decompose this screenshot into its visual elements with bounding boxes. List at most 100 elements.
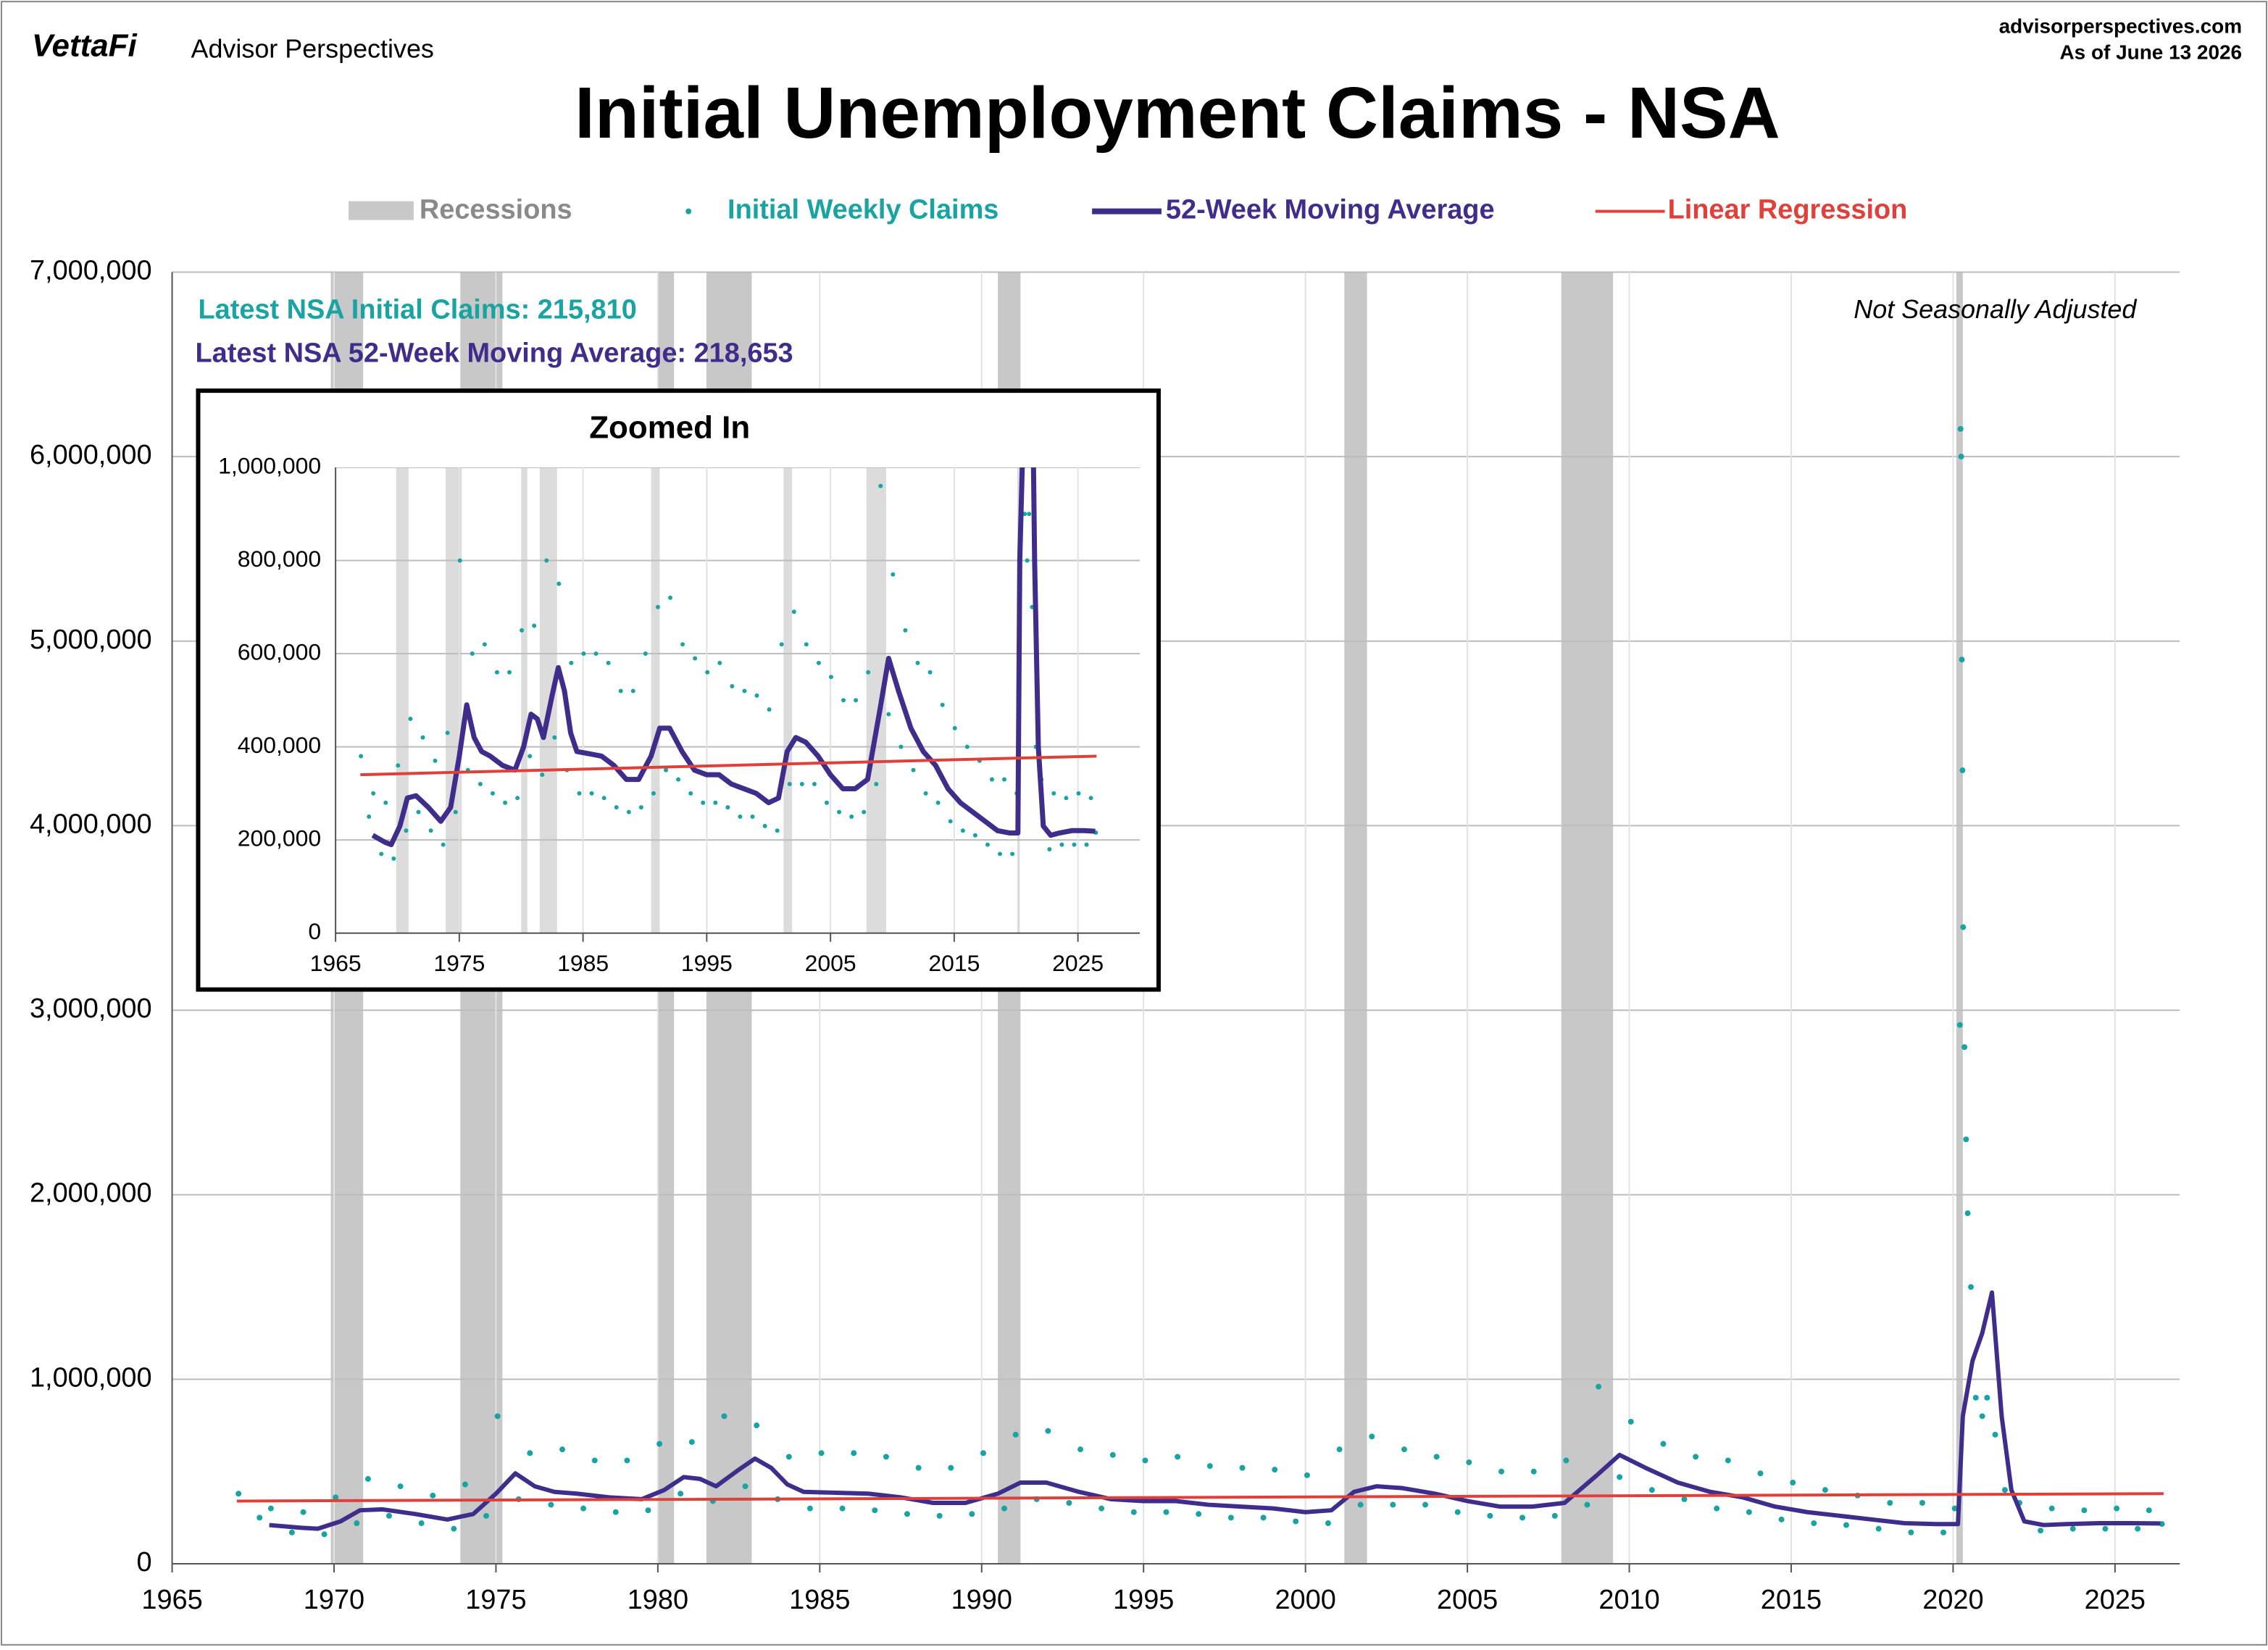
claim-point [2146, 1507, 2152, 1514]
series-line [269, 1290, 2161, 1531]
claim-point [235, 1491, 242, 1497]
claim-point [1963, 1136, 1969, 1143]
brand: VettaFi [32, 28, 138, 64]
claim-point [1002, 777, 1007, 782]
claim-point [1064, 796, 1069, 801]
claim-point [379, 851, 384, 857]
claim-point [494, 1413, 501, 1420]
claim-point [1130, 1509, 1137, 1515]
y-tick-label: 4,000,000 [30, 809, 152, 839]
claim-point [453, 809, 458, 814]
annotation: Not Seasonally Adjusted [1854, 294, 2137, 324]
claim-point [767, 707, 772, 712]
x-tick-label: 2010 [1598, 1585, 1659, 1615]
claim-point [775, 828, 780, 833]
claim-point [1163, 1509, 1170, 1515]
claim-point [980, 1450, 986, 1457]
claim-point [824, 800, 829, 805]
claim-point [828, 675, 833, 680]
claim-point [548, 1501, 554, 1508]
claim-point [569, 660, 574, 665]
claim-point [540, 772, 545, 778]
claim-point [515, 796, 520, 801]
claim-point [2135, 1525, 2141, 1532]
inset-frame [196, 388, 1161, 992]
claim-point [1617, 1474, 1623, 1480]
claim-point [383, 800, 388, 805]
claim-point [1984, 1394, 1990, 1401]
claim-point [1066, 1500, 1072, 1506]
claim-point [1757, 1470, 1764, 1477]
claim-point [742, 1483, 749, 1490]
claim-point [878, 483, 883, 488]
claim-point [1648, 1487, 1655, 1493]
x-tick-label: 1995 [681, 950, 733, 976]
claim-point [2159, 1521, 2165, 1528]
claim-point [416, 809, 421, 814]
y-tick-label: 800,000 [238, 546, 321, 572]
claim-point [445, 730, 450, 736]
legend-swatch [685, 208, 692, 214]
claim-point [1022, 512, 1027, 517]
claim-point [503, 800, 508, 805]
claim-point [1390, 1501, 1396, 1508]
claim-point [397, 1483, 404, 1490]
claim-point [430, 1492, 436, 1499]
claim-point [1958, 454, 1964, 460]
claim-point [923, 791, 928, 796]
claim-point [1714, 1505, 1720, 1512]
annotation: Latest NSA Initial Claims: 215,810 [198, 294, 636, 325]
recession [396, 467, 409, 933]
claim-point [730, 684, 735, 689]
claim-point [483, 1512, 490, 1519]
claim-point [1498, 1468, 1505, 1475]
claim-point [408, 717, 413, 722]
claim-point [354, 1520, 360, 1527]
claim-point [664, 767, 669, 772]
claim-point [812, 782, 817, 787]
claim-point [799, 782, 804, 787]
claim-point [688, 1438, 695, 1445]
claim-point [556, 581, 562, 586]
claim-point [552, 735, 557, 740]
recession [1561, 272, 1614, 1564]
claim-point [837, 809, 842, 814]
claim-point [872, 1507, 878, 1514]
claim-point [1076, 791, 1081, 796]
claim-point [1992, 1431, 1998, 1438]
claim-point [693, 656, 698, 661]
claim-point [839, 1505, 846, 1512]
claim-point [915, 660, 920, 665]
claim-point [482, 642, 487, 647]
x-tick-label: 1985 [557, 950, 609, 976]
claim-point [940, 702, 945, 707]
x-tick-label: 1975 [433, 950, 485, 976]
claim-point [1951, 1505, 1958, 1512]
claim-point [972, 833, 977, 838]
claim-point [420, 735, 425, 740]
claim-point [1487, 1512, 1493, 1519]
claim-point [903, 628, 908, 633]
claim-point [1584, 1501, 1590, 1508]
claim-point [750, 814, 755, 820]
claim-point [1822, 1487, 1828, 1493]
claim-point [915, 1464, 922, 1471]
claim-point [1627, 1418, 1634, 1425]
claim-point [457, 558, 462, 563]
claim-point [1725, 1457, 1731, 1464]
claim-point [1304, 1472, 1310, 1478]
claim-point [581, 651, 586, 657]
claim-point [948, 1464, 954, 1471]
x-tick-label: 2020 [1922, 1585, 1983, 1615]
y-tick-label: 1,000,000 [30, 1362, 152, 1393]
claim-point [544, 558, 549, 563]
claim-point [655, 604, 660, 609]
x-tick-label: 2000 [1275, 1585, 1335, 1615]
claim-point [396, 763, 401, 768]
x-tick-label: 2005 [805, 950, 856, 976]
claim-point [952, 725, 957, 730]
claim-point [936, 1512, 943, 1519]
claim-point [1012, 1431, 1019, 1438]
claim-point [267, 1505, 274, 1512]
